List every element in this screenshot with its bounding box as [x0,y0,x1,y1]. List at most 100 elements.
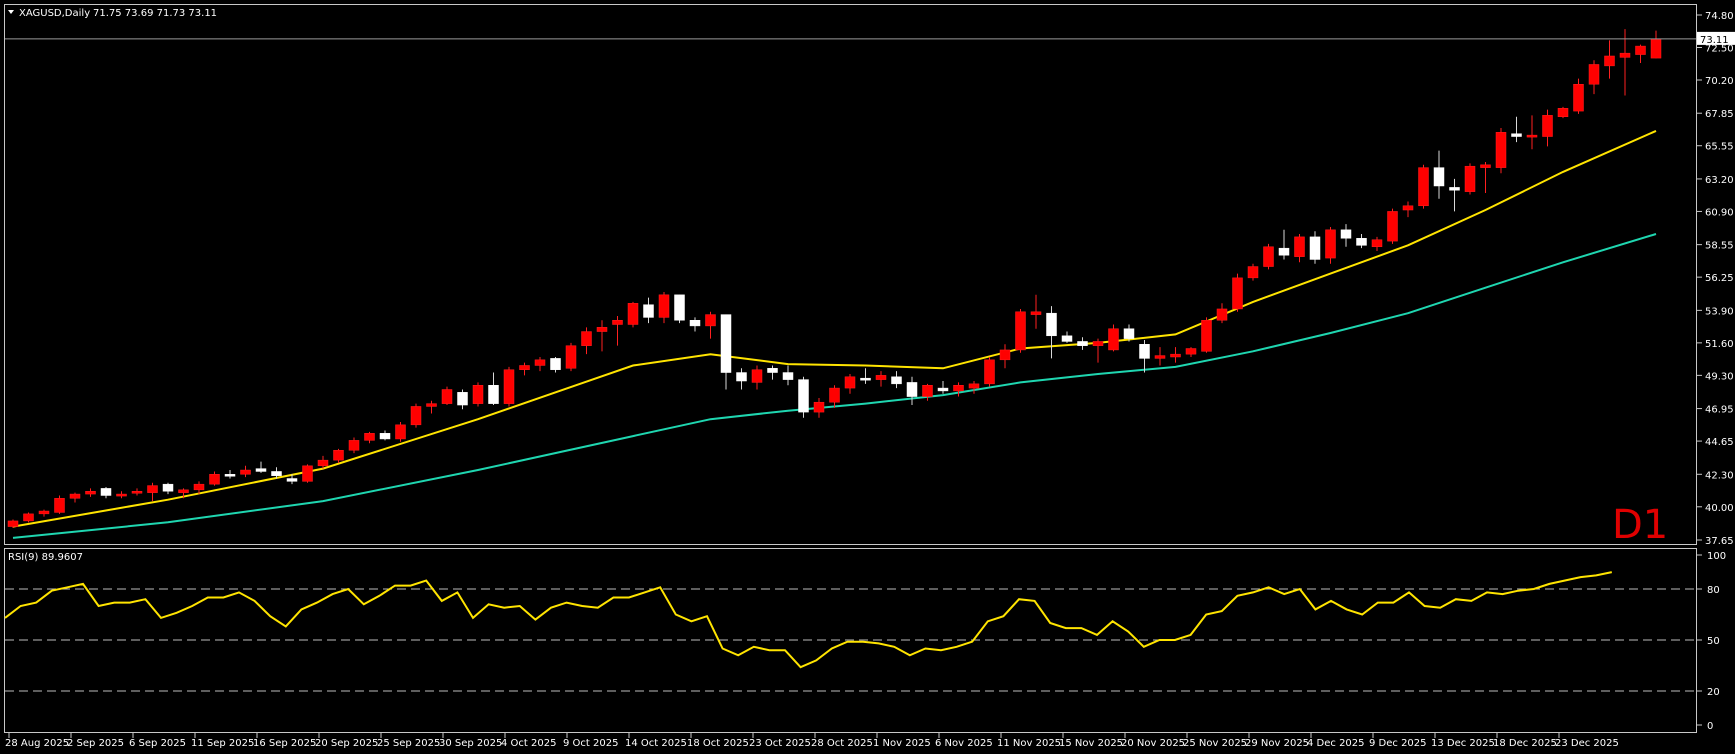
date-tick-label: 6 Nov 2025 [935,738,993,749]
ma-fast-line [12,129,1657,528]
price-tick-label: 46.95 [1705,405,1734,416]
candle-body [395,424,406,440]
candle-body [1619,52,1631,58]
candle-body [1139,344,1150,359]
candle-body [906,382,918,397]
candle-body [1356,238,1367,246]
candle-body [286,478,298,482]
candle-body [116,493,127,497]
rsi-axis: 100 80 50 20 0 [5,551,1726,732]
main-pane-frame [4,4,1697,545]
candle-body [844,376,856,389]
candle-body [1061,335,1073,342]
candle-body [1325,229,1336,259]
candle-body [1511,133,1522,137]
candle-body [333,450,344,461]
candle-body [1480,164,1491,168]
date-tick-label: 30 Sep 2025 [439,738,502,749]
price-axis: 74.80 72.50 70.20 67.85 65.55 63.20 60.90 58.55… [1697,11,1734,547]
candle-body [922,385,933,397]
ohlc-header: 71.75 73.69 71.73 73.11 [93,8,217,19]
candle-body [302,465,313,482]
moving-averages [12,129,1657,539]
date-tick-label: 9 Oct 2025 [563,738,618,749]
candle-body [23,513,34,522]
rsi-header: RSI(9) 89.9607 [8,552,83,563]
candle-body [240,469,251,475]
candle-body [54,498,65,513]
candle-body [38,510,50,515]
date-tick-label: 29 Nov 2025 [1245,738,1309,749]
date-tick-label: 15 Nov 2025 [1059,738,1123,749]
candle-body [534,359,546,366]
candle-body [224,474,236,477]
candle-body [100,488,112,496]
candle-body [147,485,158,493]
candle-body [674,294,685,321]
candle-body [1170,353,1181,358]
price-tick-label: 74.80 [1705,11,1734,22]
date-tick-label: 23 Dec 2025 [1555,738,1619,749]
candle-body [519,365,530,370]
date-tick-label: 20 Nov 2025 [1121,738,1185,749]
price-tick-label: 65.55 [1705,142,1734,153]
date-tick-label: 4 Oct 2025 [501,738,556,749]
date-tick-label: 1 Nov 2025 [873,738,931,749]
candle-body [627,303,639,325]
price-tick-label: 70.20 [1705,76,1734,87]
chevron-down-icon[interactable] [8,10,14,14]
candle-body [1635,45,1646,55]
candle-body [1046,312,1057,337]
candle-body [162,483,174,492]
rsi-tick-label: 50 [1707,636,1720,647]
date-tick-label: 6 Sep 2025 [129,738,186,749]
candle-body [488,385,499,404]
date-tick-label: 18 Dec 2025 [1493,738,1557,749]
price-tick-label: 44.65 [1705,437,1734,448]
last-price-tag: 73.11 [1697,31,1735,46]
candle-body [1294,236,1305,257]
price-tick-label: 49.30 [1705,371,1734,382]
candle-body [472,385,484,404]
candle-body [1015,311,1026,351]
candle-body [1030,311,1042,315]
price-tick-label: 56.25 [1705,273,1734,284]
candle-body [860,377,871,381]
candle-body [131,490,143,494]
candle-body [1077,341,1088,346]
candle-body [720,314,732,373]
candle-body [751,369,763,383]
candle-body [1402,205,1414,211]
candle-body [1216,308,1228,321]
date-tick-label: 16 Sep 2025 [253,738,316,749]
candle-body [379,433,391,440]
date-tick-label: 28 Oct 2025 [811,738,873,749]
candle-body [1092,341,1104,346]
candle-body [953,385,964,392]
candle-body [767,368,778,373]
candle-body [1185,348,1197,355]
ma-slow-line [12,233,1657,539]
candle-body [1542,115,1553,137]
candle-body [565,345,577,369]
rsi-tick-label: 20 [1707,687,1720,698]
candle-body [1573,83,1584,112]
timeframe-label: D1 [1612,502,1668,548]
candle-body [209,474,220,485]
candle-body [705,314,716,327]
date-tick-label: 9 Dec 2025 [1369,738,1427,749]
candle-body [178,489,189,493]
candle-body [1464,165,1476,192]
date-tick-label: 13 Dec 2025 [1431,738,1495,749]
candle-body [441,389,453,404]
candle-body [193,483,205,491]
candle-body [1604,55,1615,67]
candle-body [1278,247,1290,256]
date-tick-label: 4 Dec 2025 [1307,738,1365,749]
candle-body [1433,167,1445,187]
candle-body [596,327,608,332]
price-tick-label: 63.20 [1705,175,1734,186]
price-tick-label: 53.90 [1705,306,1734,317]
